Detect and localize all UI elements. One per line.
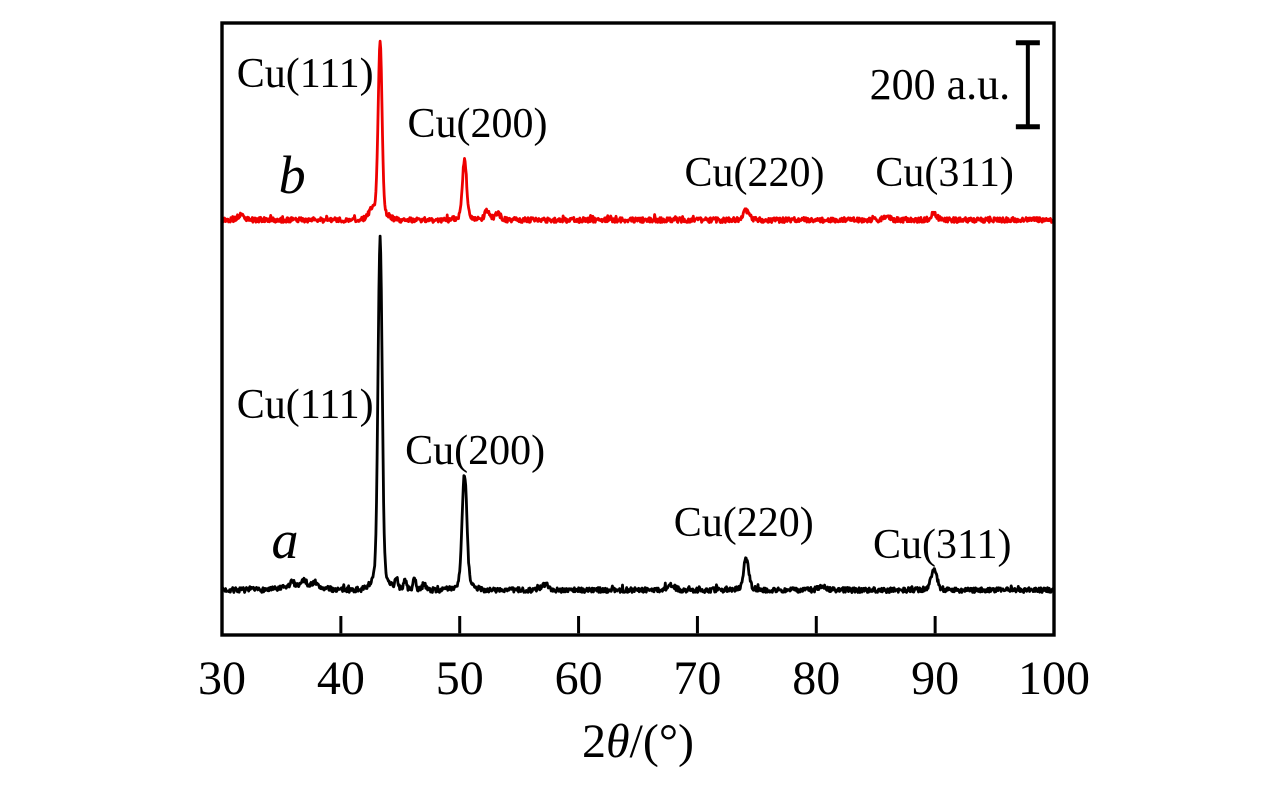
peak-label-a-cu311: Cu(311) [873, 522, 1012, 569]
peak-label-b-cu200: Cu(200) [407, 100, 548, 147]
peak-label-a-cu200: Cu(200) [405, 428, 546, 475]
xrd-trace-b [220, 39, 1056, 224]
trace-letter-a: a [271, 510, 299, 571]
x-tick-label-40: 40 [316, 652, 365, 705]
x-tick-label-60: 60 [554, 652, 603, 705]
x-axis-label: 2θ/(°) [582, 718, 694, 766]
plot-border [220, 21, 1056, 637]
peak-label-b-cu220: Cu(220) [684, 149, 825, 196]
peak-label-a-cu111: Cu(111) [236, 381, 374, 428]
trace-letter-b: b [278, 145, 306, 206]
x-tick-label-100: 100 [1018, 652, 1090, 705]
x-tick-label-80: 80 [792, 652, 841, 705]
x-tick-label-30: 30 [198, 652, 246, 705]
x-tick-label-90: 90 [911, 652, 960, 705]
plot-frame [220, 21, 1056, 637]
peak-label-b-cu111: Cu(111) [236, 50, 374, 97]
scale-bar-label: 200 a.u. [869, 59, 1011, 109]
x-axis-label-post: /(°) [629, 715, 695, 768]
peak-label-a-cu220: Cu(220) [673, 499, 814, 546]
traces-group [220, 39, 1056, 594]
x-axis-label-pre: 2 [581, 715, 606, 768]
x-axis-ticks [339, 616, 937, 634]
intensity-scale-bar [1015, 40, 1040, 130]
xrd-trace-a [220, 234, 1056, 594]
x-tick-label-50: 50 [435, 652, 484, 705]
peak-label-b-cu311: Cu(311) [875, 149, 1014, 196]
theta-symbol: θ [605, 715, 630, 768]
x-tick-label-70: 70 [673, 652, 722, 705]
